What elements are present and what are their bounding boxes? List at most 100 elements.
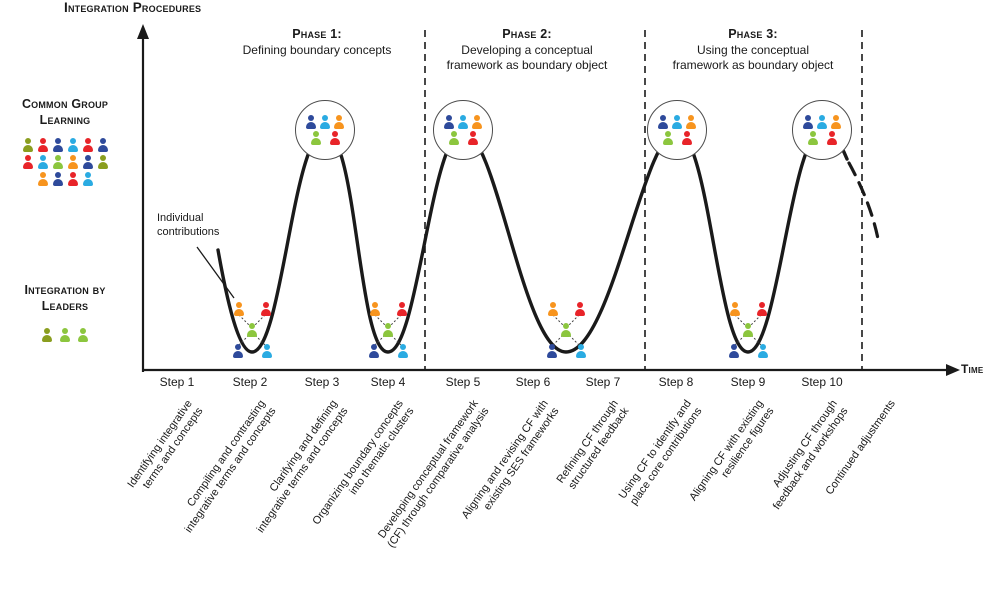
leader-integration-cluster	[538, 302, 594, 358]
orange-person-icon	[67, 155, 78, 169]
y-axis-arrowhead-icon	[137, 24, 149, 39]
cyan-person-icon	[397, 344, 408, 358]
cluster-link-dashes	[549, 311, 583, 349]
group-learning-circle	[647, 100, 707, 160]
red-person-icon	[467, 131, 478, 145]
olive-person-icon	[22, 138, 33, 152]
step-6-label: Step 6	[515, 375, 551, 389]
navy-person-icon	[97, 138, 108, 152]
olive-person-icon	[97, 155, 108, 169]
red-person-icon	[22, 155, 33, 169]
cyan-person-icon	[757, 344, 768, 358]
leader-integration-cluster	[224, 302, 280, 358]
red-person-icon	[37, 138, 48, 152]
phase-3-name: Phase 3:	[728, 27, 778, 41]
step-10-label: Step 10	[801, 375, 843, 389]
step-8-label: Step 8	[658, 375, 694, 389]
step-9-label: Step 9	[730, 375, 766, 389]
common-group-crowd	[0, 138, 130, 186]
orange-person-icon	[472, 115, 483, 129]
cyan-person-icon	[82, 172, 93, 186]
orange-person-icon	[547, 302, 558, 316]
cluster-row	[360, 323, 416, 337]
orange-person-icon	[37, 172, 48, 186]
green-person-icon	[662, 131, 673, 145]
cluster-row	[720, 302, 776, 316]
navy-person-icon	[728, 344, 739, 358]
cyan-person-icon	[261, 344, 272, 358]
red-person-icon	[329, 131, 340, 145]
orange-person-icon	[729, 302, 740, 316]
crowd-row	[0, 155, 130, 169]
cluster-row	[360, 344, 416, 358]
cluster-link-dashes	[235, 311, 269, 349]
leader-integration-cluster	[720, 302, 776, 358]
leaders-row	[0, 328, 130, 342]
cluster-link-dashes	[731, 311, 765, 349]
red-person-icon	[67, 172, 78, 186]
navy-person-icon	[52, 138, 63, 152]
circle-row	[296, 115, 354, 129]
circle-row	[793, 115, 851, 129]
circle-row	[648, 115, 706, 129]
cluster-link-dashes	[371, 311, 405, 349]
green-person-icon	[310, 131, 321, 145]
cluster-row	[224, 344, 280, 358]
cluster-row	[538, 323, 594, 337]
integration-by-leaders-label: Integration by Leaders	[24, 283, 106, 313]
red-person-icon	[826, 131, 837, 145]
orange-person-icon	[233, 302, 244, 316]
cyan-person-icon	[67, 138, 78, 152]
orange-person-icon	[831, 115, 842, 129]
group-learning-circle	[792, 100, 852, 160]
phase-1-description: Defining boundary concepts	[242, 42, 392, 57]
phase-2-name: Phase 2:	[502, 27, 552, 41]
cluster-row	[224, 323, 280, 337]
cluster-row	[538, 344, 594, 358]
navy-person-icon	[368, 344, 379, 358]
green-person-icon	[52, 155, 63, 169]
crowd-row	[0, 138, 130, 152]
step-1-description: Identifying integrative terms and concep…	[125, 398, 206, 492]
cyan-person-icon	[817, 115, 828, 129]
orange-person-icon	[686, 115, 697, 129]
green-person-icon	[247, 323, 258, 337]
cluster-row	[720, 344, 776, 358]
red-person-icon	[396, 302, 407, 316]
circle-row	[648, 131, 706, 145]
step-4-label: Step 4	[370, 375, 406, 389]
step-7-label: Step 7	[585, 375, 621, 389]
red-person-icon	[574, 302, 585, 316]
cyan-person-icon	[320, 115, 331, 129]
red-person-icon	[82, 138, 93, 152]
figure-title: Integration Procedures	[64, 0, 202, 15]
green-person-icon	[60, 328, 71, 342]
red-person-icon	[681, 131, 692, 145]
phase-1-name: Phase 1:	[292, 27, 342, 41]
step-5-label: Step 5	[445, 375, 481, 389]
green-person-icon	[383, 323, 394, 337]
group-learning-circle	[433, 100, 493, 160]
x-axis-arrowhead-icon	[946, 364, 960, 376]
navy-person-icon	[232, 344, 243, 358]
group-learning-circle	[295, 100, 355, 160]
circle-row	[296, 131, 354, 145]
common-group-learning-label: Common Group Learning	[21, 97, 109, 127]
circle-row	[434, 115, 492, 129]
cyan-person-icon	[672, 115, 683, 129]
phase-1-header: Phase 1: Defining boundary concepts	[197, 26, 437, 58]
green-person-icon	[743, 323, 754, 337]
cluster-row	[224, 302, 280, 316]
phase-3-header: Phase 3: Using the conceptual framework …	[633, 26, 873, 74]
navy-person-icon	[658, 115, 669, 129]
step-2-label: Step 2	[232, 375, 268, 389]
navy-person-icon	[546, 344, 557, 358]
cyan-person-icon	[37, 155, 48, 169]
navy-person-icon	[444, 115, 455, 129]
green-person-icon	[78, 328, 89, 342]
cyan-person-icon	[575, 344, 586, 358]
crowd-row	[0, 172, 130, 186]
annotation-leader-line	[196, 246, 235, 299]
orange-person-icon	[369, 302, 380, 316]
